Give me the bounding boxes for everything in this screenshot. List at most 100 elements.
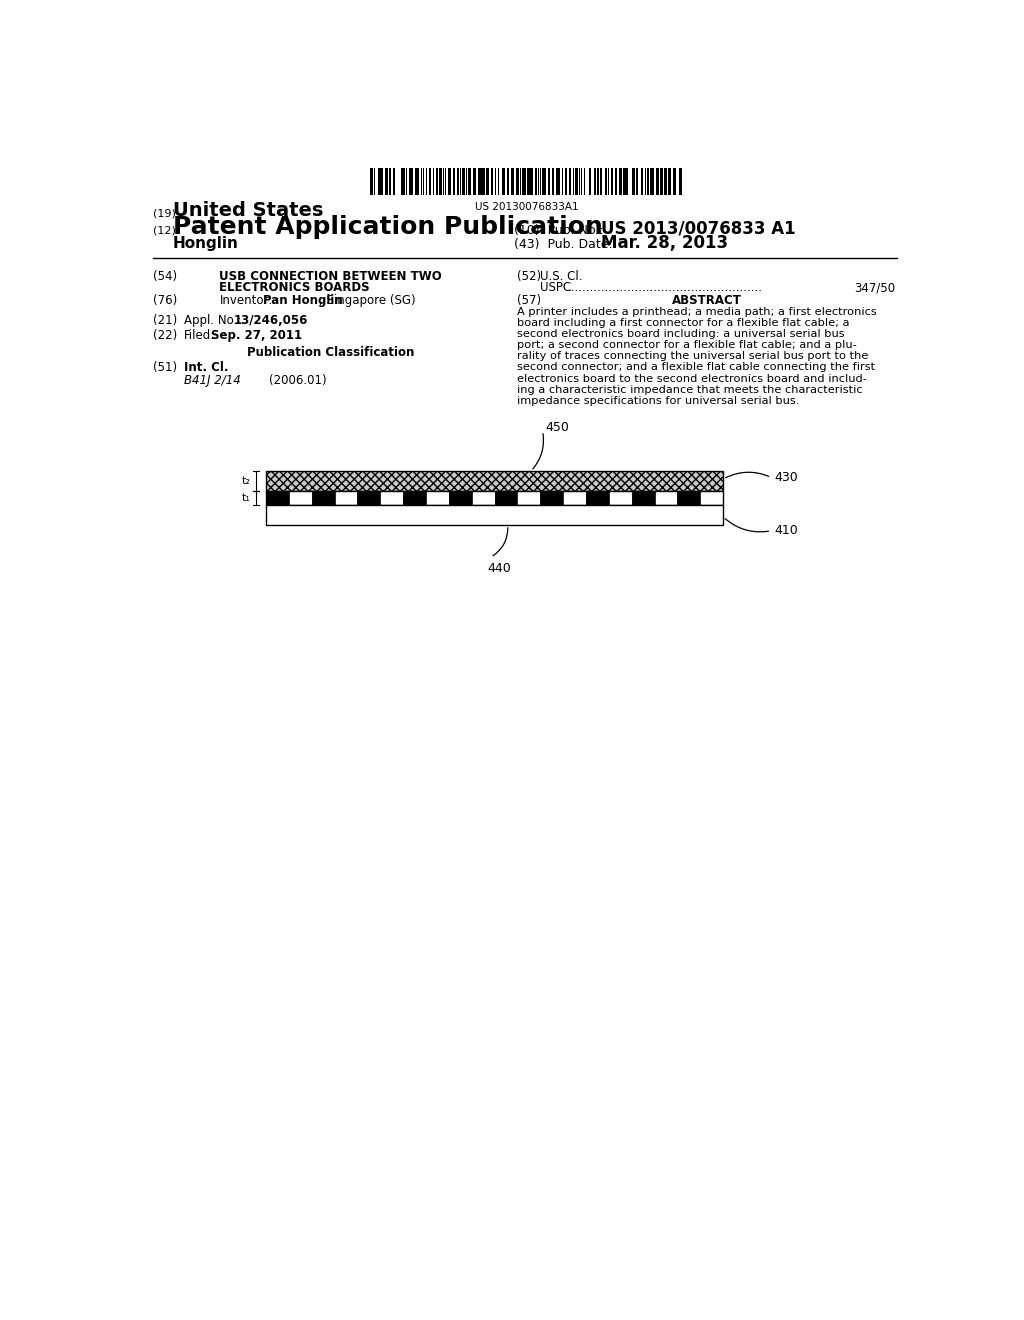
Bar bbox=[410, 168, 412, 195]
Text: Sep. 27, 2011: Sep. 27, 2011 bbox=[211, 329, 302, 342]
Bar bbox=[650, 168, 652, 195]
Text: Inventor:: Inventor: bbox=[219, 294, 272, 308]
Bar bbox=[607, 168, 609, 195]
Text: Int. Cl.: Int. Cl. bbox=[183, 360, 228, 374]
Text: A printer includes a printhead; a media path; a first electronics: A printer includes a printhead; a media … bbox=[517, 306, 877, 317]
Text: USB CONNECTION BETWEEN TWO: USB CONNECTION BETWEEN TWO bbox=[219, 271, 442, 282]
Bar bbox=[615, 168, 617, 195]
Bar bbox=[507, 168, 509, 195]
Text: 450: 450 bbox=[546, 421, 569, 434]
Bar bbox=[563, 491, 586, 506]
Bar bbox=[458, 168, 459, 195]
Bar bbox=[473, 168, 476, 195]
Bar bbox=[495, 168, 496, 195]
Bar bbox=[647, 168, 649, 195]
Bar bbox=[597, 168, 599, 195]
Bar bbox=[357, 491, 380, 506]
Text: B41J 2/14: B41J 2/14 bbox=[183, 374, 241, 387]
Bar bbox=[678, 491, 700, 506]
Bar bbox=[618, 168, 622, 195]
Bar bbox=[502, 168, 505, 195]
Bar bbox=[557, 168, 560, 195]
Bar bbox=[374, 168, 375, 195]
Bar bbox=[438, 168, 442, 195]
Bar bbox=[516, 168, 519, 195]
Bar bbox=[624, 168, 626, 195]
Bar bbox=[380, 491, 403, 506]
Bar bbox=[266, 491, 723, 506]
Text: 430: 430 bbox=[774, 471, 798, 484]
Text: (57): (57) bbox=[517, 294, 541, 308]
Text: port; a second connector for a flexible flat cable; and a plu-: port; a second connector for a flexible … bbox=[517, 341, 857, 350]
Text: 440: 440 bbox=[487, 561, 511, 574]
Bar bbox=[511, 168, 514, 195]
Bar bbox=[654, 491, 678, 506]
Bar bbox=[381, 168, 383, 195]
Text: Appl. No.:: Appl. No.: bbox=[183, 314, 241, 327]
Bar bbox=[665, 168, 667, 195]
Text: (21): (21) bbox=[153, 314, 177, 327]
Bar bbox=[600, 168, 602, 195]
Bar bbox=[679, 168, 682, 195]
Bar bbox=[393, 168, 395, 195]
Bar bbox=[266, 506, 723, 525]
Text: t₂: t₂ bbox=[242, 477, 251, 486]
Text: electronics board to the second electronics board and includ-: electronics board to the second electron… bbox=[517, 374, 867, 384]
Bar bbox=[517, 491, 541, 506]
Bar bbox=[611, 168, 613, 195]
Bar bbox=[544, 168, 546, 195]
Bar bbox=[584, 168, 586, 195]
Bar bbox=[581, 168, 583, 195]
Bar bbox=[636, 168, 638, 195]
Bar bbox=[527, 168, 528, 195]
Bar bbox=[472, 491, 495, 506]
Bar bbox=[370, 168, 373, 195]
Bar bbox=[466, 168, 467, 195]
Text: US 20130076833A1: US 20130076833A1 bbox=[475, 202, 579, 211]
Bar bbox=[481, 168, 484, 195]
Text: (52): (52) bbox=[517, 271, 541, 282]
Bar bbox=[429, 168, 431, 195]
Text: Patent Application Publication: Patent Application Publication bbox=[173, 215, 603, 239]
Bar bbox=[594, 168, 596, 195]
Text: t₁: t₁ bbox=[242, 492, 251, 503]
Bar bbox=[468, 168, 471, 195]
Bar bbox=[495, 491, 517, 506]
Bar bbox=[449, 491, 472, 506]
Text: , Singapore (SG): , Singapore (SG) bbox=[318, 294, 416, 308]
Text: Filed:: Filed: bbox=[183, 329, 215, 342]
Text: 347/50: 347/50 bbox=[854, 281, 895, 294]
Bar bbox=[586, 491, 609, 506]
Text: Publication Classification: Publication Classification bbox=[248, 346, 415, 359]
Bar bbox=[486, 168, 489, 195]
Bar bbox=[403, 491, 426, 506]
Bar bbox=[552, 168, 554, 195]
Text: 410: 410 bbox=[774, 524, 798, 537]
Bar bbox=[477, 168, 480, 195]
Text: impedance specifications for universal serial bus.: impedance specifications for universal s… bbox=[517, 396, 800, 407]
Text: (54): (54) bbox=[153, 271, 177, 282]
Bar bbox=[569, 168, 571, 195]
Bar bbox=[498, 168, 500, 195]
Bar bbox=[700, 491, 723, 506]
Bar bbox=[417, 168, 420, 195]
Bar bbox=[266, 491, 289, 506]
Bar bbox=[669, 168, 671, 195]
Bar bbox=[335, 491, 357, 506]
Bar bbox=[378, 168, 381, 195]
Text: Honglin: Honglin bbox=[173, 236, 239, 252]
Bar bbox=[449, 168, 452, 195]
Text: (51): (51) bbox=[153, 360, 177, 374]
Text: 13/246,056: 13/246,056 bbox=[233, 314, 308, 327]
Text: rality of traces connecting the universal serial bus port to the: rality of traces connecting the universa… bbox=[517, 351, 868, 362]
Bar bbox=[632, 491, 654, 506]
Text: USPC: USPC bbox=[541, 281, 571, 294]
Bar bbox=[389, 168, 391, 195]
Text: (2006.01): (2006.01) bbox=[269, 374, 327, 387]
Bar bbox=[460, 168, 461, 195]
Text: United States: United States bbox=[173, 201, 324, 220]
Bar bbox=[657, 168, 658, 195]
Text: second connector; and a flexible flat cable connecting the first: second connector; and a flexible flat ca… bbox=[517, 363, 876, 372]
Bar bbox=[522, 168, 525, 195]
Text: board including a first connector for a flexible flat cable; a: board including a first connector for a … bbox=[517, 318, 850, 327]
